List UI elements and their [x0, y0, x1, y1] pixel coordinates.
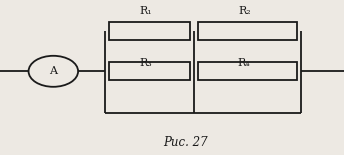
Text: A: A [49, 66, 57, 76]
Bar [198, 62, 297, 80]
Text: Рис. 27: Рис. 27 [163, 136, 208, 149]
Bar [109, 22, 190, 40]
Text: R₄: R₄ [238, 58, 251, 68]
Text: R₂: R₂ [238, 6, 250, 16]
Text: R₃: R₃ [140, 58, 153, 68]
Bar [109, 62, 190, 80]
Text: R₁: R₁ [140, 6, 152, 16]
Bar [198, 22, 297, 40]
